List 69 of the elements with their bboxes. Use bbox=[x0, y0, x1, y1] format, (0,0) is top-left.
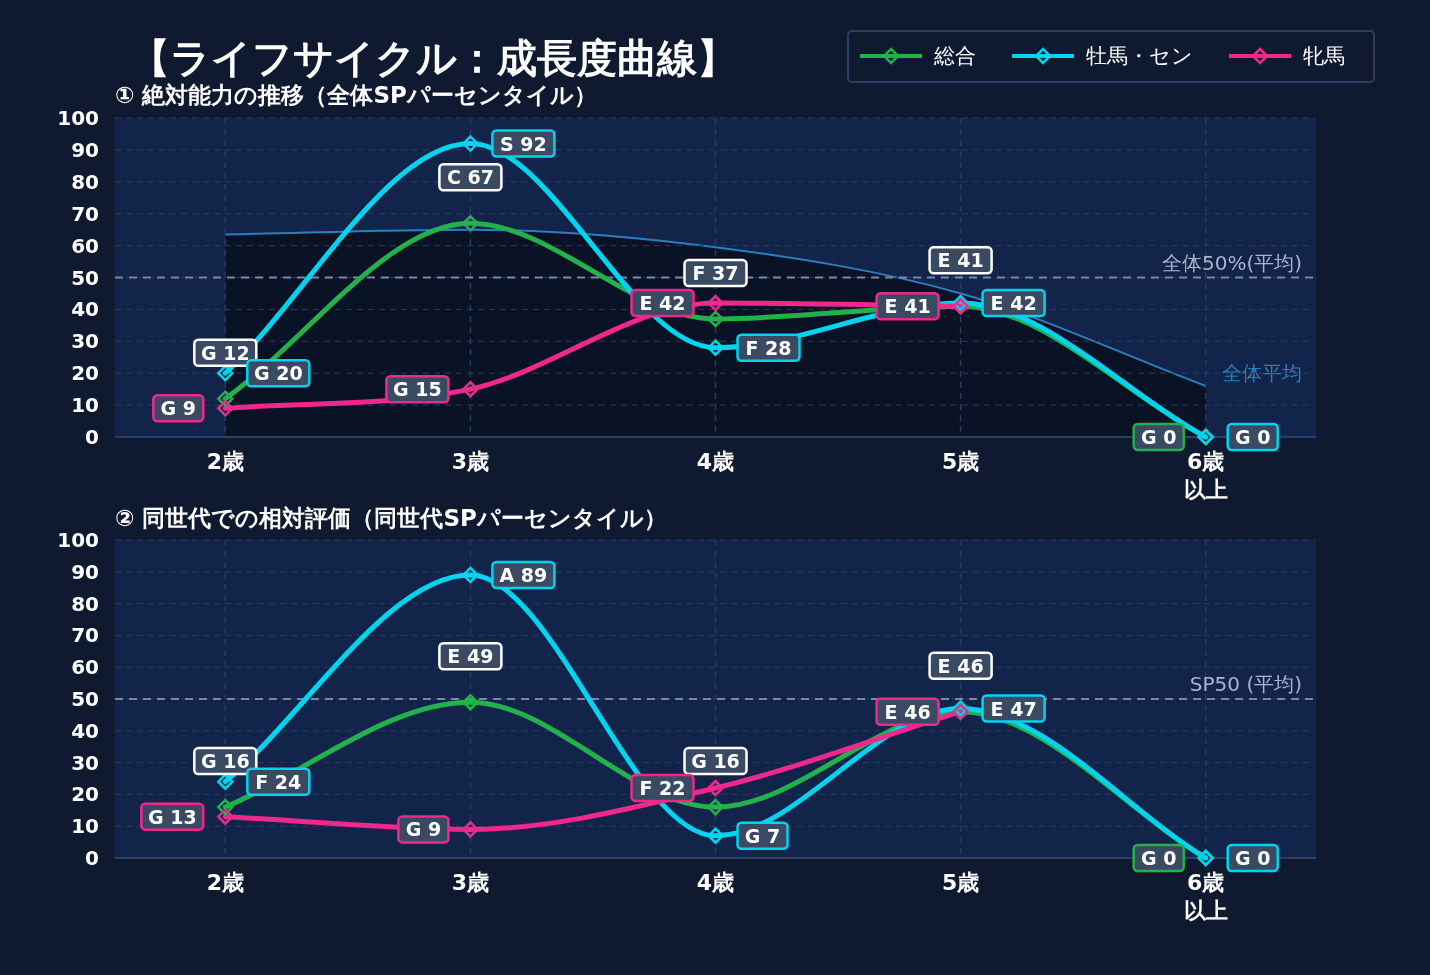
data-label: G 0 bbox=[1140, 847, 1177, 869]
data-label: G 16 bbox=[200, 750, 250, 773]
data-label: F 28 bbox=[745, 336, 792, 359]
data-label: C 67 bbox=[446, 166, 494, 189]
data-label: G 15 bbox=[393, 378, 442, 401]
x-tick-label: 6歳以上 bbox=[1183, 870, 1228, 923]
x-tick-label: 5歳 bbox=[941, 870, 980, 895]
legend-label: 牝馬 bbox=[1303, 44, 1345, 68]
data-label: S 92 bbox=[500, 132, 547, 155]
ref-line-label: 全体50%(平均) bbox=[1161, 250, 1302, 275]
y-tick-label: 0 bbox=[85, 846, 99, 870]
y-tick-label: 100 bbox=[57, 528, 99, 552]
data-label: F 22 bbox=[639, 777, 686, 800]
x-tick-label: 4歳 bbox=[696, 870, 735, 895]
y-tick-label: 60 bbox=[71, 655, 99, 680]
y-tick-label: 50 bbox=[71, 265, 99, 290]
data-label: E 42 bbox=[990, 292, 1037, 315]
y-tick-label: 70 bbox=[71, 201, 99, 226]
y-tick-label: 0 bbox=[85, 425, 99, 449]
y-tick-label: 80 bbox=[71, 591, 99, 616]
y-tick-label: 20 bbox=[71, 782, 99, 807]
data-label: G 0 bbox=[1234, 847, 1271, 869]
legend-label: 牡馬・セン bbox=[1086, 44, 1193, 68]
legend-label: 総合 bbox=[933, 44, 976, 68]
x-tick-label: 2歳 bbox=[206, 870, 244, 895]
x-tick-label: 2歳 bbox=[206, 449, 244, 474]
data-label: E 46 bbox=[937, 654, 984, 677]
x-tick-label: 6歳以上 bbox=[1183, 449, 1228, 502]
chart-title: 【ライフサイクル：成長度曲線】 bbox=[130, 35, 737, 81]
y-tick-label: 10 bbox=[71, 814, 99, 839]
y-tick-label: 10 bbox=[71, 393, 99, 418]
data-label: E 47 bbox=[990, 697, 1037, 720]
data-label: G 13 bbox=[147, 805, 197, 828]
y-tick-label: 60 bbox=[71, 233, 99, 258]
data-label: G 9 bbox=[405, 818, 442, 841]
data-label: A 89 bbox=[499, 563, 548, 586]
y-tick-label: 90 bbox=[71, 559, 99, 584]
ref-line-label: SP50 (平均) bbox=[1189, 672, 1302, 696]
x-tick-label: 5歳 bbox=[941, 449, 980, 474]
y-tick-label: 50 bbox=[71, 687, 99, 711]
data-label: G 12 bbox=[200, 341, 250, 364]
y-tick-label: 40 bbox=[71, 718, 99, 743]
data-label: E 49 bbox=[447, 645, 494, 668]
y-tick-label: 70 bbox=[71, 623, 99, 648]
y-tick-label: 90 bbox=[71, 137, 99, 162]
chart-title: ② 同世代での相対評価（同世代SPパーセンタイル） bbox=[115, 505, 667, 531]
data-label: F 24 bbox=[255, 770, 302, 793]
series-label: 全体平均 bbox=[1222, 360, 1302, 385]
y-tick-label: 80 bbox=[71, 169, 99, 194]
data-label: G 0 bbox=[1140, 426, 1177, 448]
y-tick-label: 40 bbox=[71, 297, 99, 322]
data-label: E 46 bbox=[884, 700, 931, 723]
y-tick-label: 30 bbox=[71, 329, 99, 354]
data-label: G 0 bbox=[1234, 426, 1271, 448]
x-tick-label: 4歳 bbox=[696, 449, 735, 474]
y-tick-label: 30 bbox=[71, 750, 99, 775]
data-label: G 7 bbox=[744, 824, 781, 847]
data-label: G 9 bbox=[160, 397, 197, 420]
x-tick-label: 3歳 bbox=[451, 870, 490, 895]
y-tick-label: 20 bbox=[71, 361, 99, 386]
data-label: G 16 bbox=[691, 750, 740, 773]
data-label: F 37 bbox=[692, 261, 739, 284]
x-tick-label: 3歳 bbox=[451, 449, 490, 474]
chart-subtitle: ① 絶対能力の推移（全体SPパーセンタイル） bbox=[115, 82, 597, 108]
data-label: E 41 bbox=[884, 295, 931, 318]
data-label: G 20 bbox=[253, 362, 303, 385]
data-label: E 41 bbox=[937, 249, 984, 272]
data-label: E 42 bbox=[639, 292, 686, 315]
y-tick-label: 100 bbox=[57, 106, 99, 130]
